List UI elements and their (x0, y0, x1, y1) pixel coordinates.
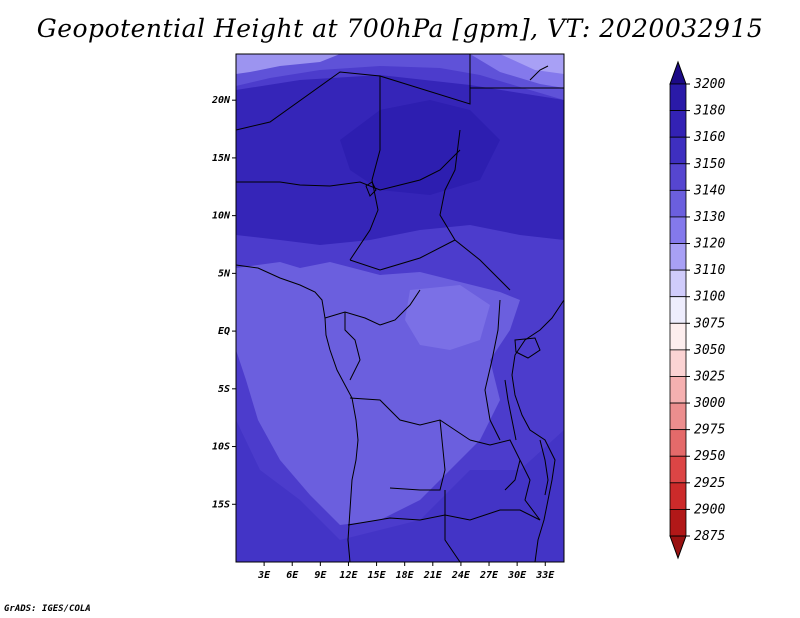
chart-title: Geopotential Height at 700hPa [gpm], VT:… (36, 14, 764, 43)
colorbar-band (669, 349, 687, 377)
lon-tick-label: 27E (479, 570, 499, 581)
lat-tick-label: 15S (212, 499, 230, 510)
lon-tick-label: 12E (339, 570, 358, 581)
latitude-axis: 20N 15N 10N 5N EQ 5S 10S 15S (211, 95, 236, 510)
border-sudan (439, 129, 511, 291)
colorbar-band (669, 402, 687, 431)
border-drc-east (484, 299, 501, 441)
colorbar-label: 2950 (694, 449, 725, 464)
lon-tick-label: 21E (423, 570, 443, 581)
field-south-high (236, 420, 564, 562)
lon-tick-label: 3E (257, 570, 271, 581)
colorbar-label: 3120 (693, 237, 725, 252)
colorbar-band (669, 482, 687, 510)
lat-tick-label: 5N (218, 268, 231, 279)
border-sahel (236, 149, 461, 191)
colorbar-top-arrow (669, 60, 687, 85)
border-angola-1 (349, 397, 471, 441)
lake-victoria (514, 337, 541, 359)
colorbar-label: 3140 (693, 183, 725, 198)
lake-chad (365, 181, 377, 197)
lon-tick-label: 18E (396, 570, 415, 581)
border-car (349, 239, 456, 271)
lon-tick-label: 6E (286, 570, 299, 581)
colorbar-band (669, 269, 687, 298)
longitude-axis: 3E 6E 9E 12E 15E 18E 21E 24E 27E 30E 33E (257, 562, 555, 581)
lat-tick-label: 20N (211, 95, 231, 106)
colorbar-label: 3025 (693, 369, 725, 384)
colorbar-band (669, 163, 687, 191)
colorbar-label: 3150 (693, 157, 725, 172)
border-chad (349, 76, 381, 261)
colorbar-band (669, 429, 687, 457)
red-sea-coast (529, 65, 549, 81)
border-south (347, 509, 541, 526)
borders (236, 54, 564, 562)
colorbar-label: 3110 (693, 263, 725, 278)
colorbar-label: 3100 (693, 290, 725, 305)
field-top-right-lighter (500, 54, 564, 74)
lat-tick-label: 15N (212, 153, 231, 164)
colorbar-label: 3180 (693, 104, 725, 119)
colorbar-band (669, 83, 687, 111)
map-frame (235, 53, 565, 563)
lat-tick-label: 10N (212, 211, 231, 222)
colorbar-band (669, 110, 687, 138)
colorbar-band (669, 455, 687, 484)
border-angola-2 (389, 419, 446, 491)
colorbar-label: 2925 (694, 476, 725, 491)
colorbar-bottom-arrow (669, 535, 687, 560)
border-congo-2 (344, 312, 361, 381)
lat-tick-label: 5S (218, 384, 230, 395)
lon-tick-label: 24E (451, 570, 471, 581)
colorbar-label: 2975 (694, 423, 725, 438)
field-top-light (236, 54, 564, 100)
field-equatorial-inner (405, 285, 490, 350)
lon-tick-label: 15E (368, 570, 387, 581)
border-mozambique (519, 459, 541, 521)
colorbar-label: 3000 (693, 396, 725, 411)
colorbar-label: 3130 (693, 210, 725, 225)
colorbar-label: 3200 (693, 77, 725, 92)
colorbar-band (669, 136, 687, 165)
map-area (236, 54, 564, 562)
lon-tick-label: 30E (507, 570, 527, 581)
colorbar-band (669, 322, 687, 351)
field-top-lighter (236, 54, 340, 74)
credit-label: GrADS: IGES/COLA (4, 604, 91, 614)
colorbar-band (669, 243, 687, 271)
border-botswana (444, 490, 461, 562)
lake-malawi (539, 439, 549, 496)
colorbar-label: 3160 (693, 130, 725, 145)
colorbar-label: 2900 (694, 502, 725, 517)
colorbar-band (669, 189, 687, 218)
colorbar-band (669, 376, 687, 404)
colorbar-band (669, 216, 687, 244)
colorbar-band (669, 509, 687, 537)
lon-tick-label: 33E (535, 570, 555, 581)
coastline-east (511, 299, 564, 562)
border-zambia (469, 439, 521, 491)
colorbar-band (669, 296, 687, 324)
colorbar-label: 2875 (694, 529, 725, 544)
colorbar-label: 3075 (693, 316, 725, 331)
colorbar-label: 3050 (693, 343, 725, 358)
colorbar: 3200 3180 3160 3150 3140 3130 3120 3110 3100 3075… (669, 60, 725, 560)
coastline-west (236, 264, 359, 562)
border-north-1 (236, 54, 471, 131)
lake-tanganyika (504, 379, 517, 441)
lat-tick-label: EQ (218, 326, 230, 337)
lat-tick-label: 10S (212, 442, 230, 453)
lon-tick-label: 9E (314, 570, 327, 581)
